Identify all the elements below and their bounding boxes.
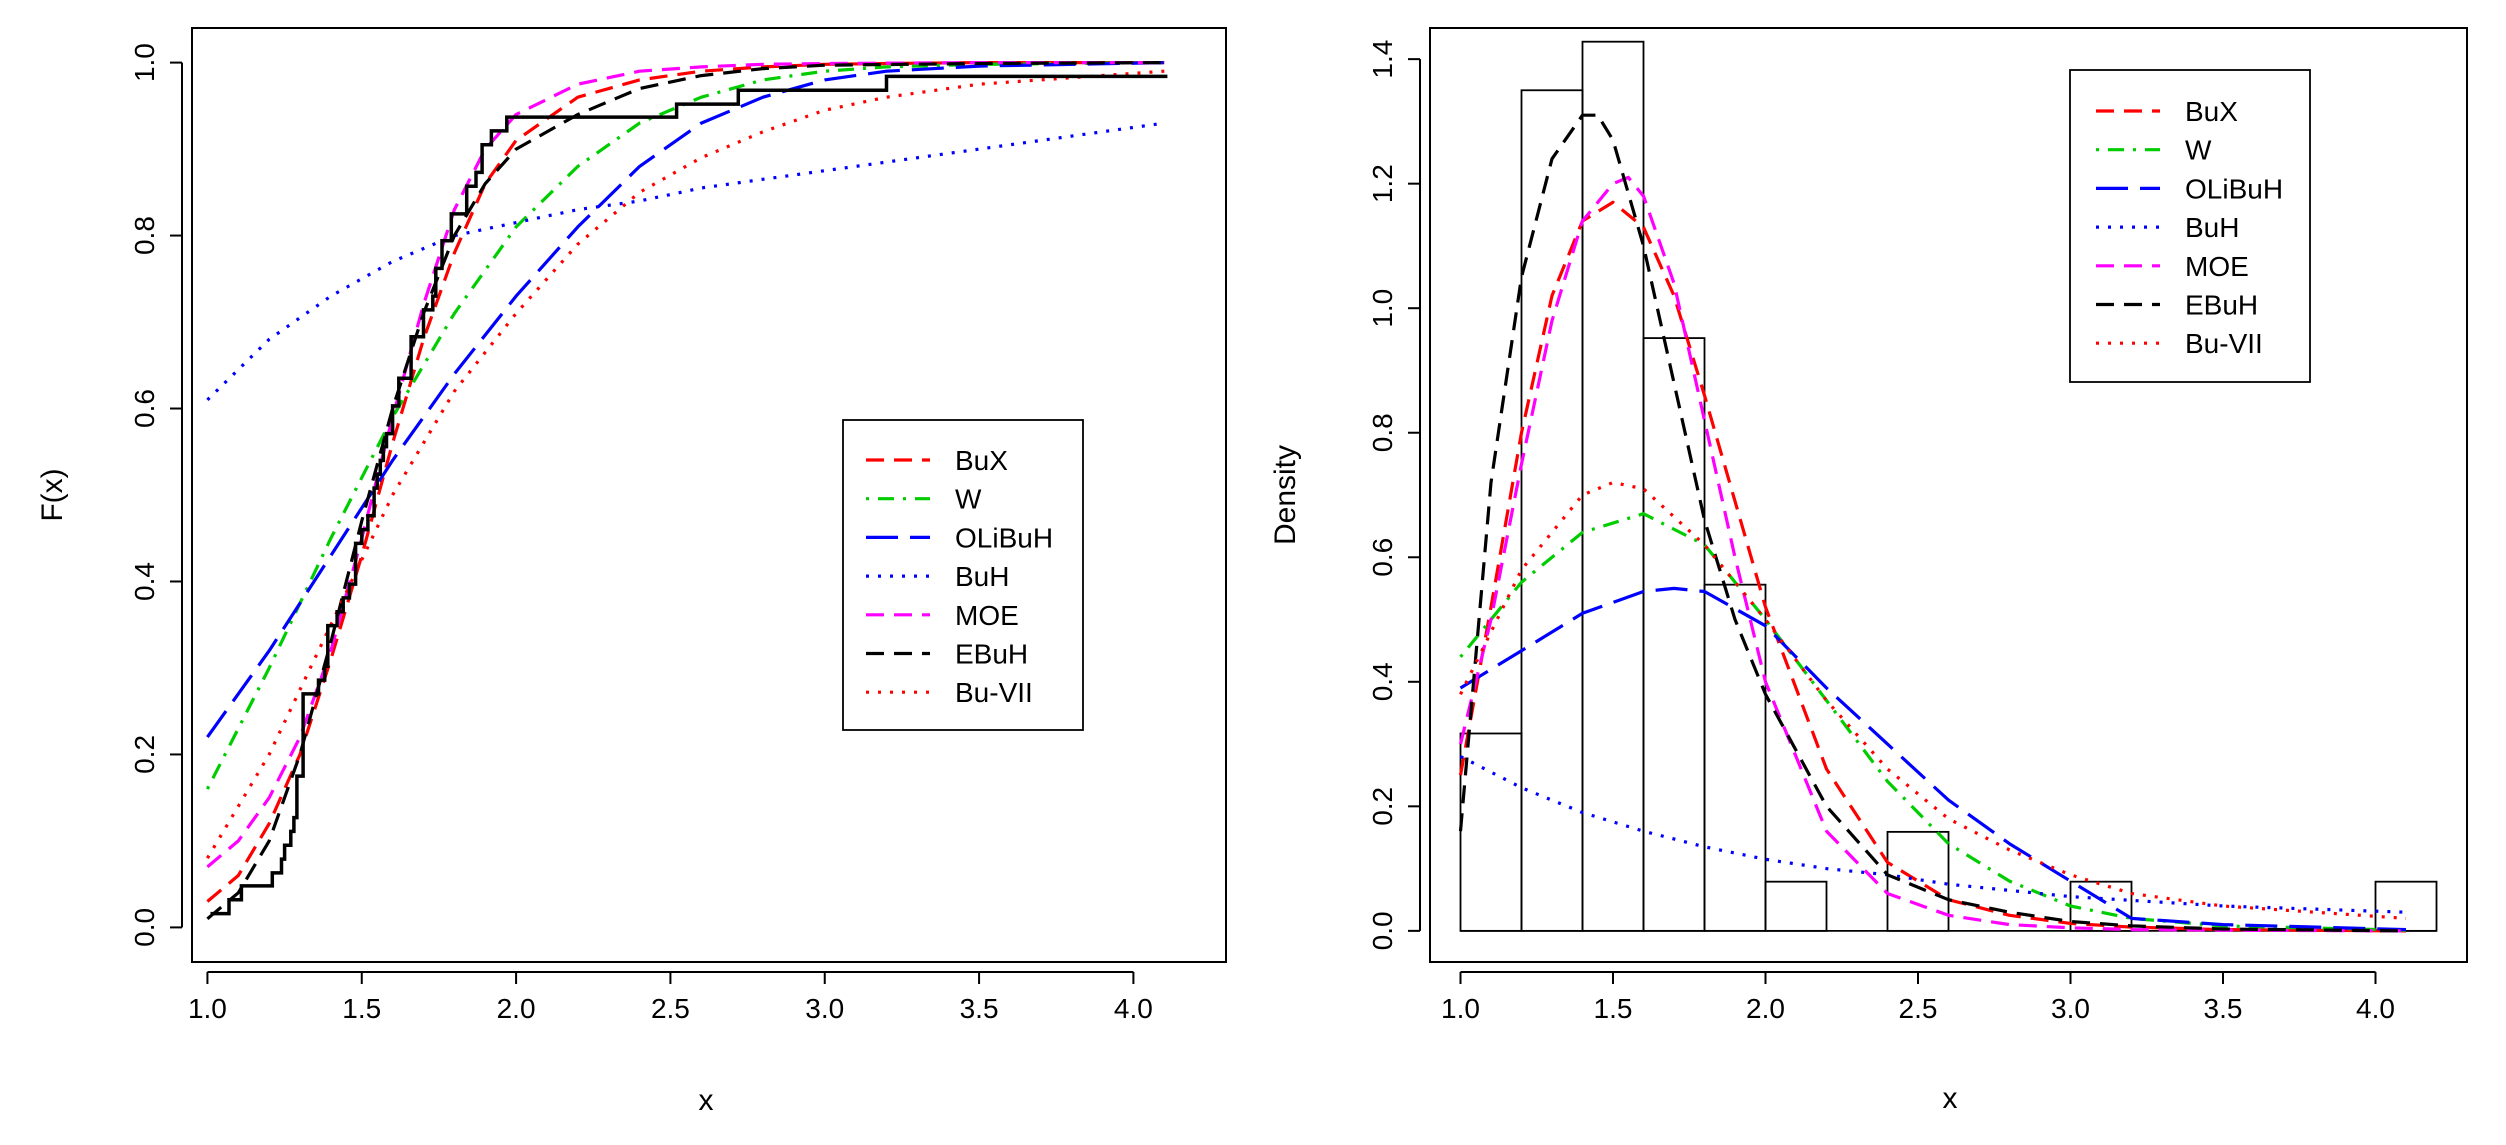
- legend-label: OLiBuH: [955, 522, 1053, 553]
- series-line-ebuh: [206, 61, 1165, 921]
- plot-frame: [191, 27, 1227, 963]
- y-tick-label: 0.6: [1367, 538, 1398, 577]
- series-line-bu-vii: [206, 69, 1165, 860]
- histogram-bar: [1886, 830, 1950, 932]
- y-tick-label: 0.4: [129, 562, 160, 601]
- y-tick-label: 1.0: [129, 43, 160, 82]
- x-axis-label: x: [699, 1084, 714, 1117]
- x-tick-label: 1.5: [342, 993, 381, 1024]
- series-line-ebuh: [1458, 113, 2407, 933]
- x-tick-label: 3.5: [960, 993, 999, 1024]
- legend-label: W: [2185, 135, 2212, 166]
- series-line-bu-vii: [1459, 480, 2407, 920]
- y-tick-label: 0.2: [1367, 787, 1398, 826]
- series-line-olibuh: [206, 61, 1165, 739]
- x-axis-label: x: [1943, 1082, 1958, 1115]
- legend-label: BuH: [955, 561, 1009, 592]
- plot-frame: [1429, 27, 2468, 963]
- histogram-bar: [1459, 732, 1523, 932]
- histogram-bar: [1520, 89, 1584, 932]
- series-line-w: [205, 61, 1165, 790]
- x-tick-label: 2.5: [1899, 993, 1938, 1024]
- y-tick-label: 0.6: [129, 389, 160, 428]
- series-line-moe: [1458, 175, 2407, 933]
- y-tick-label: 0.4: [1367, 662, 1398, 701]
- series-line-w: [1459, 512, 2407, 932]
- x-tick-label: 4.0: [2356, 993, 2395, 1024]
- legend-box: [842, 419, 1084, 731]
- y-tick-label: 0.0: [129, 908, 160, 947]
- y-tick-label: 0.8: [1367, 413, 1398, 452]
- panel-cdf: 1.0 1.5 2.0 2.5 3.0 3.5 4.0 0.0 0.2 0.4 0.6 0.8 1.0 x…: [36, 27, 1227, 1117]
- x-tick-label: 1.0: [188, 993, 227, 1024]
- legend-label: BuH: [2185, 212, 2239, 243]
- legend-label: EBuH: [2185, 290, 2258, 321]
- y-axis-label: Density: [1269, 445, 1302, 545]
- legend-label: EBuH: [955, 639, 1028, 670]
- legend-label: W: [955, 484, 982, 515]
- histogram-bar: [1703, 583, 1767, 932]
- x-tick-label: 1.5: [1594, 993, 1633, 1024]
- legend-label: Bu-VII: [955, 677, 1033, 708]
- x-tick-label: 3.0: [805, 993, 844, 1024]
- legend-label: MOE: [2185, 251, 2249, 282]
- x-tick-label: 4.0: [1114, 993, 1153, 1024]
- histogram-bar: [2374, 880, 2438, 932]
- histogram-bar: [1764, 880, 1828, 932]
- legend-label: BuX: [955, 445, 1008, 476]
- x-tick-label: 1.0: [1441, 993, 1480, 1024]
- series-line-buh: [1459, 755, 2407, 914]
- series-line-buh: [206, 121, 1165, 402]
- y-tick-label: 1.2: [1367, 164, 1398, 203]
- y-tick-label: 0.0: [1367, 911, 1398, 950]
- x-tick-label: 3.5: [2204, 993, 2243, 1024]
- legend-label: OLiBuH: [2185, 173, 2283, 204]
- series-line-bux: [1458, 200, 2407, 933]
- x-tick-label: 2.0: [1746, 993, 1785, 1024]
- empirical-cdf-step: [210, 74, 1168, 916]
- legend-label: BuX: [2185, 96, 2238, 127]
- x-tick-label: 2.5: [651, 993, 690, 1024]
- x-tick-label: 3.0: [2051, 993, 2090, 1024]
- y-tick-label: 0.8: [129, 216, 160, 255]
- y-axis-label: F(x): [36, 468, 69, 521]
- y-tick-label: 1.0: [1367, 289, 1398, 328]
- panel-density: 1.0 1.5 2.0 2.5 3.0 3.5 4.0 0.0 0.2 0.4 0.6 0.8 1.0 1…: [1269, 27, 2468, 1115]
- series-line-olibuh: [1459, 586, 2407, 932]
- y-tick-label: 1.4: [1367, 40, 1398, 79]
- x-tick-label: 2.0: [497, 993, 536, 1024]
- legend-label: MOE: [955, 600, 1019, 631]
- histogram-bar: [1642, 337, 1706, 932]
- legend-label: Bu-VII: [2185, 328, 2263, 359]
- y-tick-label: 0.2: [129, 735, 160, 774]
- series-line-moe: [206, 60, 1165, 869]
